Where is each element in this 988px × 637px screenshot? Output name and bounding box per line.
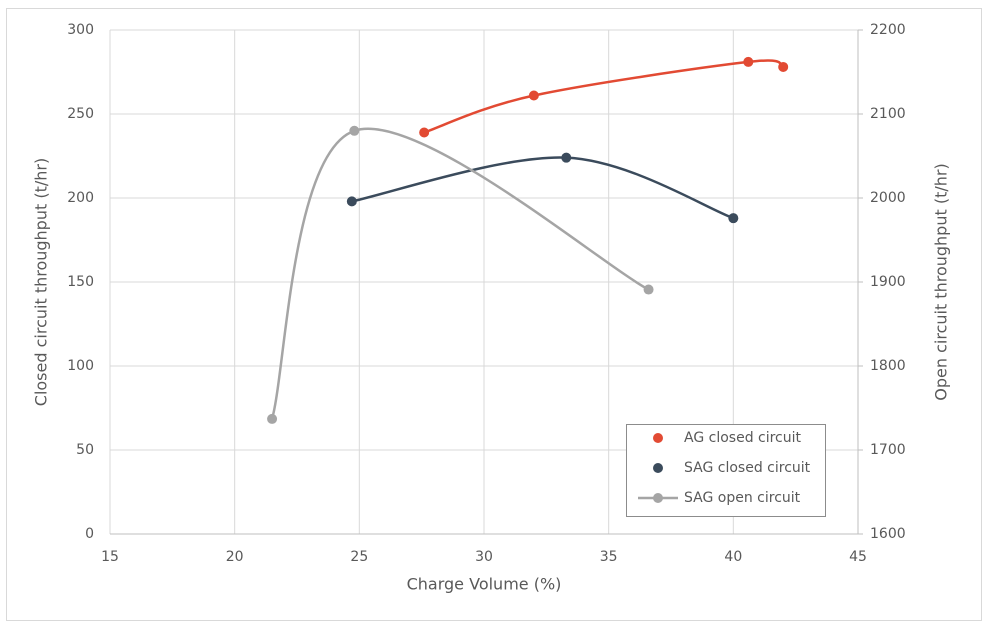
x-tick-label: 45 <box>849 549 867 565</box>
y-tick-label: 0 <box>85 526 94 542</box>
y2-tick-label: 2100 <box>870 106 906 122</box>
legend-label: SAG closed circuit <box>684 460 811 476</box>
y-tick-label: 50 <box>76 442 94 458</box>
data-point <box>419 127 430 138</box>
x-axis-title: Charge Volume (%) <box>407 575 562 594</box>
x-tick-label: 20 <box>226 549 244 565</box>
y2-axis-title: Open circuit throughput (t/hr) <box>932 163 951 400</box>
y-axis-title: Closed circuit throughput (t/hr) <box>32 158 51 406</box>
data-point <box>643 284 654 295</box>
data-point <box>561 152 572 163</box>
y-tick-label: 300 <box>67 22 94 38</box>
legend-marker <box>653 493 663 503</box>
y2-tick-label: 1700 <box>870 442 906 458</box>
data-point <box>778 61 789 72</box>
legend-label: AG closed circuit <box>684 430 802 446</box>
data-point <box>528 90 539 101</box>
y2-tick-label: 2000 <box>870 190 906 206</box>
data-point <box>728 213 739 224</box>
x-tick-label: 40 <box>724 549 742 565</box>
y2-tick-label: 1900 <box>870 274 906 290</box>
x-tick-label: 30 <box>475 549 493 565</box>
legend-marker <box>653 463 663 473</box>
data-point <box>349 125 360 136</box>
x-tick-label: 25 <box>350 549 368 565</box>
legend-label: SAG open circuit <box>684 490 801 506</box>
y-tick-label: 100 <box>67 358 94 374</box>
chart-frame <box>6 8 982 621</box>
data-point <box>267 413 278 424</box>
y2-tick-label: 2200 <box>870 22 906 38</box>
data-point <box>346 196 357 207</box>
x-tick-label: 35 <box>600 549 618 565</box>
x-tick-label: 15 <box>101 549 119 565</box>
data-point <box>743 56 754 67</box>
y-tick-label: 200 <box>67 190 94 206</box>
y2-tick-label: 1600 <box>870 526 906 542</box>
series-line <box>423 59 784 134</box>
y2-tick-label: 1800 <box>870 358 906 374</box>
y-tick-label: 150 <box>67 274 94 290</box>
legend-marker <box>653 433 663 443</box>
y-tick-label: 250 <box>67 106 94 122</box>
